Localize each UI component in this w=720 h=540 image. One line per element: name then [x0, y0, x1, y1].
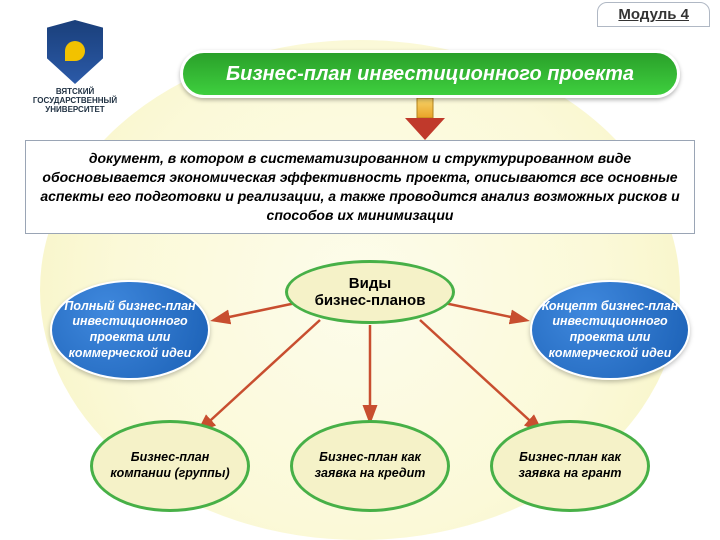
types-hub: Виды бизнес-планов	[285, 260, 455, 324]
types-line1: Виды	[349, 275, 391, 292]
arrow-title-to-desc	[400, 98, 450, 142]
description-box: документ, в котором в систематизированно…	[25, 140, 695, 234]
bubble-text: Бизнес-план как заявка на кредит	[301, 450, 439, 481]
module-tab: Модуль 4	[597, 2, 710, 27]
bubble-full-plan: Полный бизнес-план инвестиционного проек…	[50, 280, 210, 380]
logo-text-3: УНИВЕРСИТЕТ	[20, 106, 130, 115]
shield-icon	[47, 20, 103, 84]
description-text: документ, в котором в систематизированно…	[40, 150, 679, 223]
title-pill: Бизнес-план инвестиционного проекта	[180, 50, 680, 98]
bubble-text: Концепт бизнес-план инвестиционного прое…	[540, 299, 680, 362]
types-line2: бизнес-планов	[315, 292, 426, 309]
university-logo: ВЯТСКИЙ ГОСУДАРСТВЕННЫЙ УНИВЕРСИТЕТ	[20, 20, 130, 120]
bubble-concept-plan: Концепт бизнес-план инвестиционного прое…	[530, 280, 690, 380]
title-text: Бизнес-план инвестиционного проекта	[226, 63, 634, 86]
bubble-company-plan: Бизнес-план компании (группы)	[90, 420, 250, 512]
bubble-text: Полный бизнес-план инвестиционного проек…	[60, 299, 200, 362]
bubble-credit-plan: Бизнес-план как заявка на кредит	[290, 420, 450, 512]
bubble-text: Бизнес-план компании (группы)	[101, 450, 239, 481]
bubble-text: Бизнес-план как заявка на грант	[501, 450, 639, 481]
bubble-grant-plan: Бизнес-план как заявка на грант	[490, 420, 650, 512]
